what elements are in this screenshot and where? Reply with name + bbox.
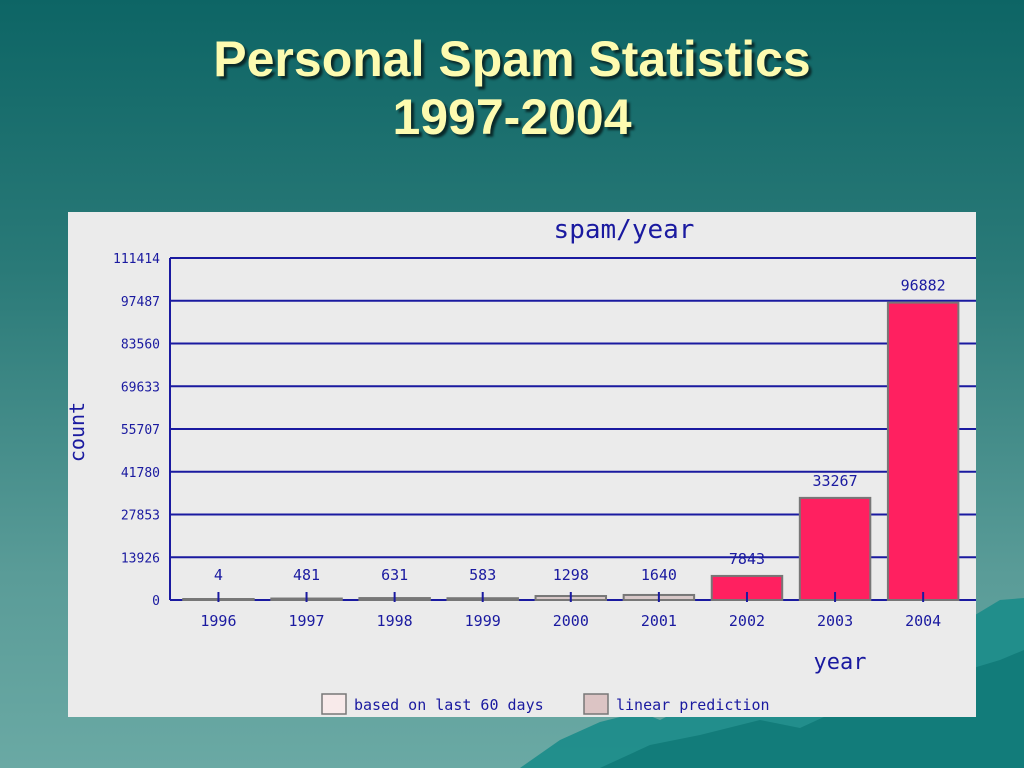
value-label-1999: 583 (469, 566, 496, 584)
title-line-1: Personal Spam Statistics (213, 31, 811, 87)
bar-2003 (798, 496, 872, 601)
y-tick-label: 55707 (121, 423, 160, 438)
value-label-1996: 4 (214, 566, 223, 584)
y-tick-label: 111414 (113, 252, 160, 267)
legend: based on last 60 days linear prediction (321, 693, 770, 715)
bars (182, 301, 960, 602)
y-tick-label: 97487 (121, 295, 160, 310)
x-tick-label-2000: 2000 (553, 612, 589, 630)
value-label-2003: 33267 (812, 472, 857, 490)
y-tick-label: 69633 (121, 380, 160, 395)
x-tick-label-1998: 1998 (377, 612, 413, 630)
y-tick-label: 41780 (121, 466, 160, 481)
x-tick-label-2004: 2004 (905, 612, 941, 630)
legend-label-1: linear prediction (616, 696, 770, 714)
x-tick-label-2003: 2003 (817, 612, 853, 630)
value-label-2000: 1298 (553, 566, 589, 584)
bar-chart: spam/year count year 4 481 631 583 1298 1640 7… (68, 215, 976, 715)
value-labels: 4 481 631 583 1298 1640 7843 33267 96882 (214, 277, 946, 584)
value-label-2004: 96882 (901, 277, 946, 295)
value-label-2001: 1640 (641, 566, 677, 584)
x-tick-label-1999: 1999 (465, 612, 501, 630)
y-tick-label: 13926 (121, 551, 160, 566)
chart-panel: spam/year count year 4 481 631 583 1298 1640 7… (68, 212, 976, 717)
axis-ticks: 0 13926 27853 41780 55707 69633 83560 97487 1114… (113, 252, 941, 630)
value-label-1997: 481 (293, 566, 320, 584)
legend-swatch-1 (583, 693, 609, 715)
bar-2004 (886, 301, 960, 601)
y-axis-label: count (68, 402, 89, 462)
y-tick-label: 27853 (121, 509, 160, 524)
legend-label-0: based on last 60 days (354, 696, 544, 714)
value-label-1998: 631 (381, 566, 408, 584)
value-label-2002: 7843 (729, 550, 765, 568)
title-line-2: 1997-2004 (392, 89, 632, 145)
y-tick-label: 83560 (121, 338, 160, 353)
legend-swatch-0 (321, 693, 347, 715)
x-axis-label: year (814, 650, 867, 675)
x-tick-label-1997: 1997 (288, 612, 324, 630)
x-tick-label-2002: 2002 (729, 612, 765, 630)
x-tick-label-2001: 2001 (641, 612, 677, 630)
x-tick-label-1996: 1996 (200, 612, 236, 630)
chart-title: spam/year (554, 215, 695, 245)
slide-title: Personal Spam Statistics 1997-2004 (0, 30, 1024, 146)
y-tick-label: 0 (152, 594, 160, 609)
